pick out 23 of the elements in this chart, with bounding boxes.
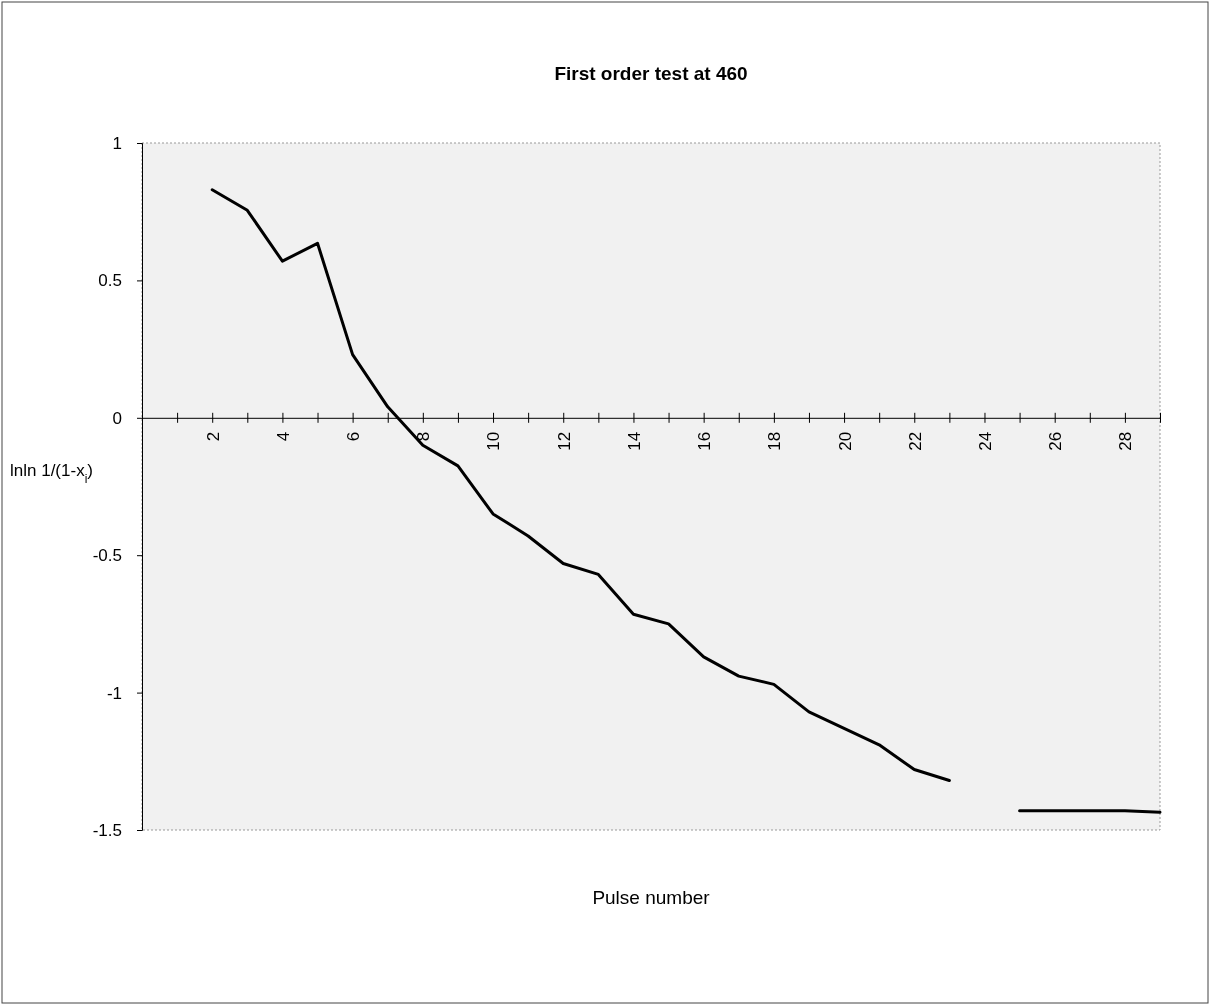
y-tick-label: 0: [112, 408, 122, 428]
x-tick-label: 22: [905, 431, 925, 451]
x-tick-label: 6: [344, 431, 364, 442]
x-tick-label: 18: [765, 431, 785, 451]
x-tick-label: 20: [835, 431, 855, 451]
y-tick-label: 0.5: [98, 271, 122, 291]
x-tick-label: 28: [1116, 431, 1136, 451]
y-tick-label: -1.5: [92, 820, 122, 840]
x-tick-label: 8: [414, 431, 434, 442]
x-tick-label: 2: [203, 431, 223, 442]
y-tick-label: -1: [106, 683, 122, 703]
x-tick-label: 26: [1046, 431, 1066, 451]
x-tick-label: 14: [624, 431, 644, 451]
y-axis-title: lnln 1/(1-x$_{i}$): [10, 461, 93, 486]
chart-title: First order test at 460: [554, 63, 748, 84]
x-axis-title: Pulse number: [592, 887, 711, 908]
x-tick-label: 12: [554, 431, 574, 451]
x-tick-label: 4: [273, 431, 293, 442]
x-tick-label: 24: [975, 431, 995, 451]
x-tick-label: 10: [484, 431, 504, 451]
y-tick-label: 1: [112, 133, 122, 153]
y-tick-label: -0.5: [92, 546, 122, 566]
x-tick-label: 16: [695, 431, 715, 451]
